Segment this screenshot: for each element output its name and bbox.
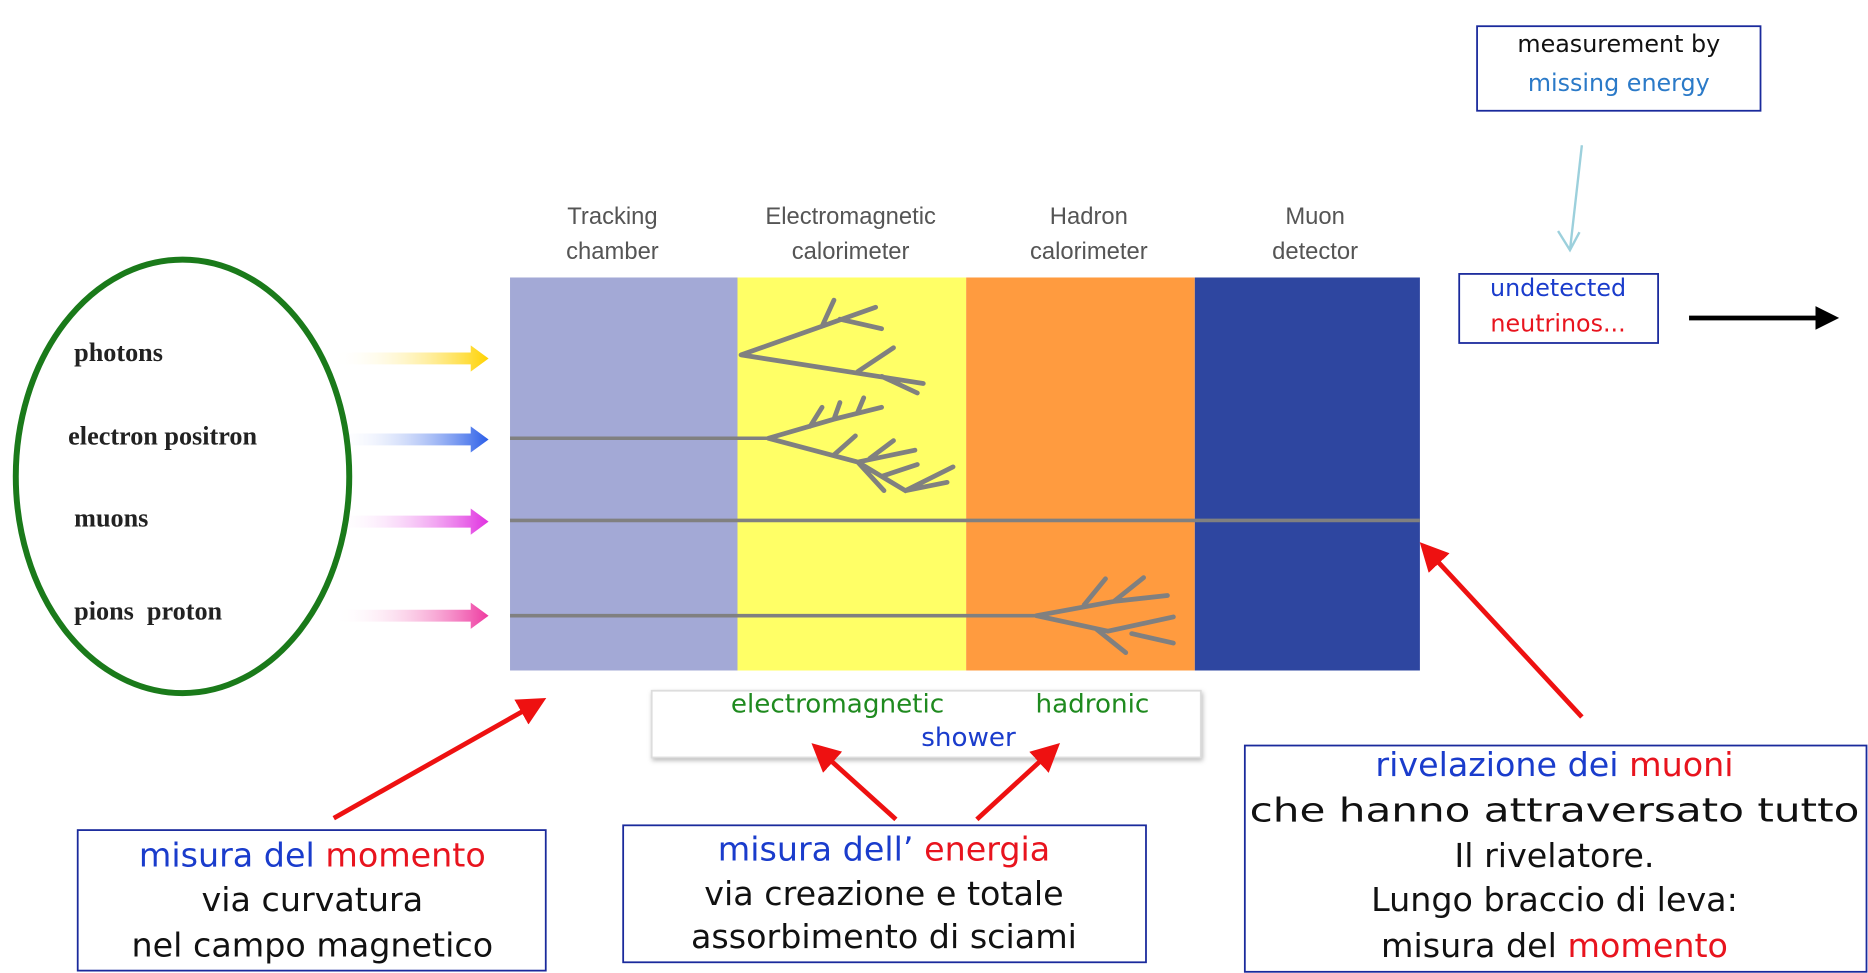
note-line: assorbimento di sciami xyxy=(691,917,1077,956)
note-line: rivelazione dei muoni xyxy=(1375,744,1733,783)
hadron-layer xyxy=(966,277,1195,670)
arrow xyxy=(334,705,534,818)
note-part: misura dell’ xyxy=(718,829,914,868)
pointer xyxy=(1558,145,1582,250)
particle-label: pions proton xyxy=(74,596,222,625)
box-text: shower xyxy=(921,723,1016,753)
particle-label: electron positron xyxy=(68,421,257,450)
particle-label: photons xyxy=(74,338,163,367)
particle-group xyxy=(16,260,349,694)
layer-label: calorimeter xyxy=(792,238,910,265)
arrow xyxy=(334,426,489,452)
page: {"missing_energy_box":{"line1":"measurem… xyxy=(0,0,1868,973)
note-part: momento xyxy=(1568,925,1728,964)
box-text: neutrinos... xyxy=(1490,310,1625,338)
note-part: rivelazione dei xyxy=(1375,744,1618,783)
note-line: via creazione e totale xyxy=(704,874,1063,913)
arrow xyxy=(1429,553,1581,717)
note-line: misura del momento xyxy=(139,835,486,874)
layer-label: Muon xyxy=(1285,203,1345,230)
particle-label: muons xyxy=(74,503,148,532)
arrow xyxy=(334,509,489,535)
note-line: Lungo braccio di leva: xyxy=(1371,880,1738,919)
note-line: misura del momento xyxy=(1381,925,1728,964)
tracking-layer xyxy=(510,277,737,670)
arrow xyxy=(822,753,896,820)
particles: photons electron positron muons pions pr… xyxy=(68,338,257,625)
layer-label: Hadron xyxy=(1050,203,1128,230)
note-line: via curvatura xyxy=(202,880,424,919)
particle-arrows xyxy=(334,345,489,628)
layer-label: calorimeter xyxy=(1030,238,1148,265)
arrow xyxy=(334,603,489,629)
detector xyxy=(510,277,1420,670)
box-text: missing energy xyxy=(1528,69,1710,97)
box-text: measurement by xyxy=(1517,30,1720,58)
note-line: Il rivelatore. xyxy=(1454,836,1654,875)
muon-layer xyxy=(1195,277,1420,670)
note-part: muoni xyxy=(1629,744,1733,783)
em-layer xyxy=(737,277,966,670)
layer-label: Tracking xyxy=(567,203,657,230)
note-part: energia xyxy=(924,829,1050,868)
diagram: Tracking chamber Electromagnetic calorim… xyxy=(0,0,1868,973)
note-part: misura del xyxy=(1381,925,1557,964)
note-part: misura del xyxy=(139,835,315,874)
arrow xyxy=(334,345,489,371)
note-part: momento xyxy=(325,835,485,874)
layer-label: detector xyxy=(1272,238,1358,265)
note-line: misura dell’ energia xyxy=(718,829,1050,868)
box-text: undetected xyxy=(1490,274,1626,302)
box-text: electromagnetic xyxy=(731,690,944,720)
box-text: hadronic xyxy=(1036,690,1150,720)
arrow xyxy=(977,753,1050,820)
note-line: nel campo magnetico xyxy=(132,925,494,964)
layer-label: chamber xyxy=(566,238,659,265)
layer-headers: Tracking chamber Electromagnetic calorim… xyxy=(566,203,1358,265)
layer-label: Electromagnetic xyxy=(765,203,936,230)
note-line: che hanno attraversato tutto xyxy=(1250,791,1860,830)
